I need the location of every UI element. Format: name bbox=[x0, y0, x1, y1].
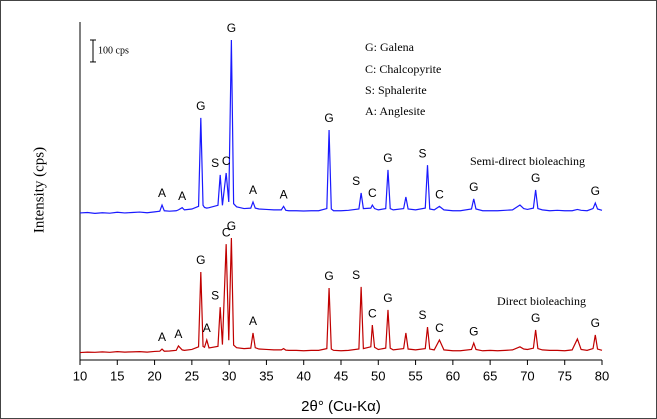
peak-label: G bbox=[196, 253, 205, 267]
legend-note: S: Sphalerite bbox=[365, 83, 427, 97]
peak-label: S bbox=[211, 288, 219, 302]
peak-label: S bbox=[418, 146, 426, 160]
x-tick-label: 15 bbox=[110, 368, 124, 383]
peak-label: S bbox=[418, 308, 426, 322]
peak-label: C bbox=[222, 154, 231, 168]
peak-label: G bbox=[469, 180, 478, 194]
peak-label: G bbox=[531, 171, 540, 185]
peak-label: G bbox=[324, 111, 333, 125]
series-name: Direct bioleaching bbox=[497, 294, 586, 308]
peak-label: G bbox=[227, 21, 236, 35]
peak-label: A bbox=[158, 330, 166, 344]
peak-label: A bbox=[280, 188, 288, 202]
x-tick-label: 40 bbox=[296, 368, 310, 383]
peak-label: A bbox=[203, 321, 211, 335]
peak-label: G bbox=[324, 269, 333, 283]
legend-note: C: Chalcopyrite bbox=[365, 62, 441, 76]
x-tick-label: 70 bbox=[520, 368, 534, 383]
peak-label: G bbox=[227, 219, 236, 233]
x-tick-label: 20 bbox=[147, 368, 161, 383]
x-tick-label: 50 bbox=[371, 368, 385, 383]
peak-label: S bbox=[352, 268, 360, 282]
x-tick-label: 60 bbox=[446, 368, 460, 383]
peak-label: A bbox=[249, 314, 257, 328]
legend-note: G: Galena bbox=[365, 40, 415, 54]
scale-bar-label: 100 cps bbox=[98, 45, 129, 56]
x-tick-label: 55 bbox=[408, 368, 422, 383]
peak-label: G bbox=[383, 291, 392, 305]
x-tick-label: 25 bbox=[185, 368, 199, 383]
peak-label: S bbox=[352, 174, 360, 188]
x-tick-label: 80 bbox=[595, 368, 609, 383]
peak-label: G bbox=[196, 99, 205, 113]
y-axis-label: Intensity (cps) bbox=[31, 147, 47, 233]
peak-label: G bbox=[591, 184, 600, 198]
peak-label: S bbox=[211, 156, 219, 170]
peak-label: A bbox=[158, 186, 166, 200]
legend-note: A: Anglesite bbox=[365, 104, 425, 118]
peak-label: G bbox=[531, 311, 540, 325]
peak-label: C bbox=[222, 225, 231, 239]
peak-label: C bbox=[435, 188, 444, 202]
x-tick-label: 75 bbox=[557, 368, 571, 383]
series-line bbox=[79, 237, 603, 354]
peak-label: G bbox=[591, 316, 600, 330]
peak-label: G bbox=[469, 324, 478, 338]
x-tick-label: 10 bbox=[73, 368, 87, 383]
peak-label: C bbox=[368, 186, 377, 200]
x-tick-label: 45 bbox=[334, 368, 348, 383]
x-tick-label: 35 bbox=[259, 368, 273, 383]
peak-label: A bbox=[249, 183, 257, 197]
peak-label: G bbox=[383, 151, 392, 165]
x-tick-label: 65 bbox=[483, 368, 497, 383]
peak-label: C bbox=[368, 306, 377, 320]
series-name: Semi-direct bioleaching bbox=[470, 154, 585, 168]
series-line bbox=[79, 39, 603, 214]
peak-label: A bbox=[178, 189, 186, 203]
peak-label: A bbox=[174, 327, 182, 341]
peak-label: C bbox=[435, 321, 444, 335]
x-axis-label: 2θ° (Cu-Kα) bbox=[301, 398, 381, 415]
x-tick-label: 30 bbox=[222, 368, 236, 383]
